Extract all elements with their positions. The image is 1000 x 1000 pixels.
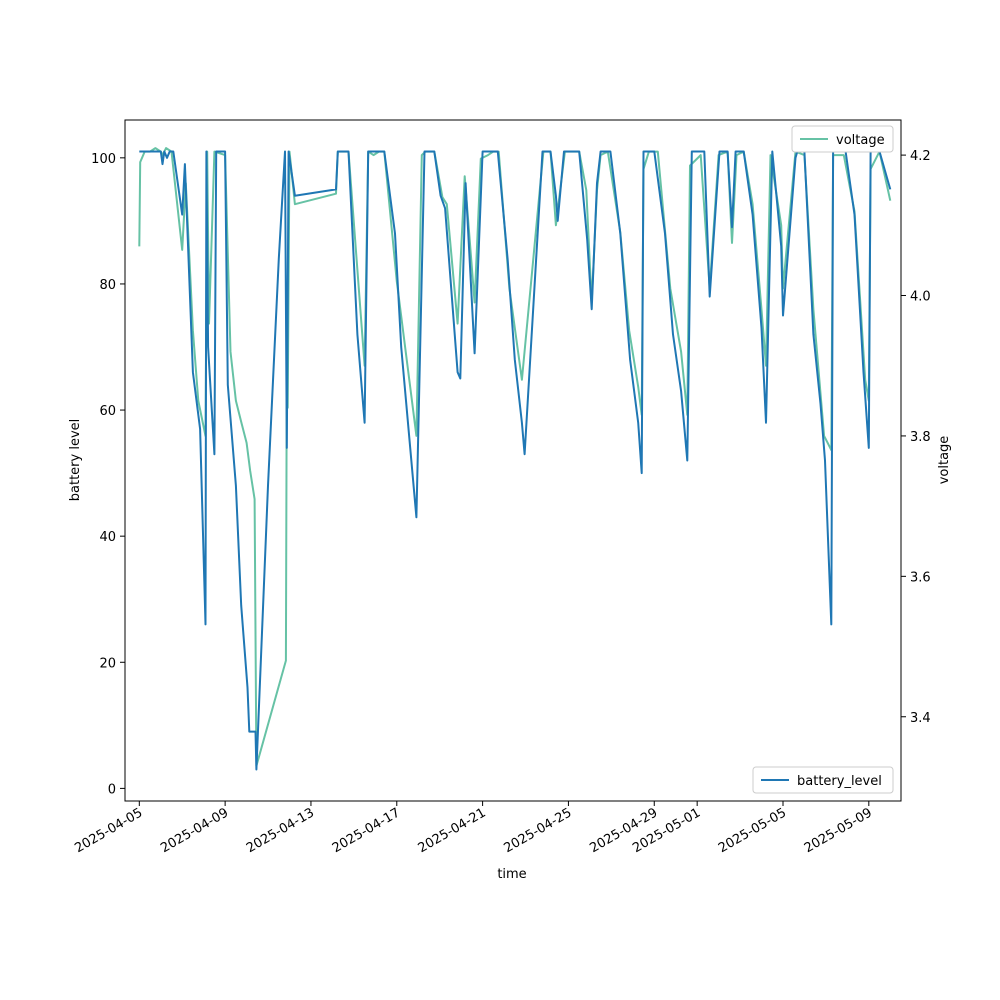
y-right-tick-label: 3.8 (910, 430, 931, 445)
y-left-tick-label: 0 (108, 782, 116, 797)
legend-battery-level-label: battery_level (797, 774, 882, 789)
y-left-axis-label: battery level (68, 419, 83, 502)
x-tick-label: 2025-04-25 (501, 805, 574, 856)
y-left-tick-label: 20 (99, 656, 116, 671)
y-left-axis-ticks: 0 20 40 60 80 100 (91, 152, 125, 797)
x-tick-label: 2025-04-21 (416, 805, 489, 856)
x-tick-label: 2025-04-05 (72, 805, 145, 856)
y-right-tick-label: 3.4 (910, 711, 931, 726)
x-axis-label: time (497, 867, 526, 882)
y-left-tick-label: 100 (91, 152, 116, 167)
y-right-tick-label: 3.6 (910, 570, 931, 585)
legend-battery-level-box (752, 766, 894, 794)
x-axis-ticks: 2025-04-05 2025-04-09 2025-04-13 2025-04-17… (72, 801, 875, 856)
plot-area: 2025-04-05 2025-04-09 2025-04-13 2025-04-17… (72, 119, 931, 856)
x-tick-label: 2025-04-17 (330, 805, 403, 856)
series-line-voltage (138, 147, 892, 767)
legend-voltage-box (791, 125, 894, 153)
y-left-tick-label: 80 (99, 278, 116, 293)
y-right-axis-label: voltage (937, 436, 952, 485)
series-layer (138, 147, 892, 771)
legend-voltage-label: voltage (836, 133, 885, 148)
y-left-tick-label: 60 (99, 404, 116, 419)
x-tick-label: 2025-04-09 (158, 805, 231, 856)
series-line-battery-level (139, 150, 892, 771)
plot-frame (124, 119, 902, 802)
legend-battery-level: battery_level (752, 766, 894, 794)
x-tick-label: 2025-05-05 (716, 805, 789, 856)
y-right-tick-label: 4.0 (910, 290, 931, 305)
legend-voltage: voltage (791, 125, 894, 153)
y-left-tick-label: 40 (99, 530, 116, 545)
y-right-axis-ticks: 3.4 3.6 3.8 4.0 4.2 (901, 149, 931, 726)
x-tick-label: 2025-05-09 (802, 805, 875, 856)
x-tick-label: 2025-04-13 (244, 805, 317, 856)
y-right-tick-label: 4.2 (910, 149, 931, 164)
